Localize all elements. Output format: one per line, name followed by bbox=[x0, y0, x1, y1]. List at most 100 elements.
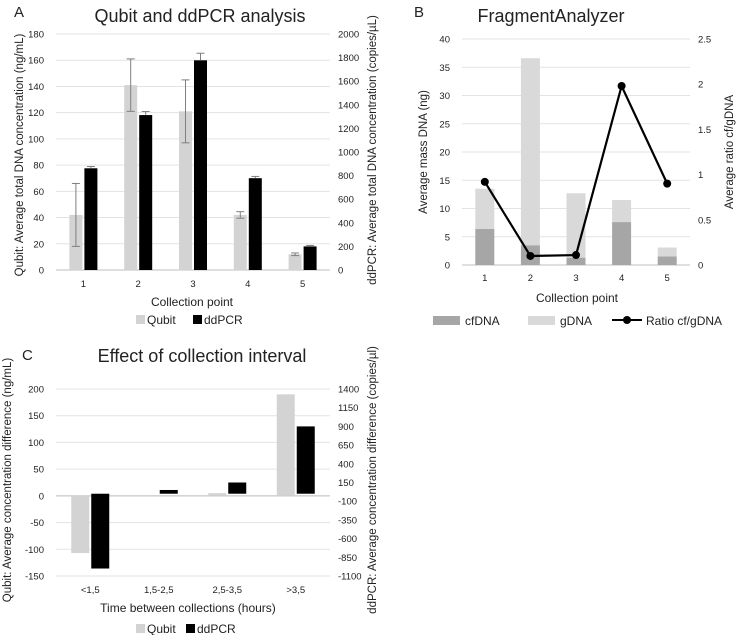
panel-c-y-tick-label: -50 bbox=[30, 518, 44, 529]
panel-b-cfdna-bar bbox=[612, 222, 632, 265]
panel-b-x-tick-label: 5 bbox=[665, 273, 670, 284]
panel-b-y-tick-label: 40 bbox=[439, 35, 450, 46]
panel-c-y-tick-label: -100 bbox=[25, 545, 44, 556]
panel-a-y2-tick-label: 200 bbox=[338, 242, 354, 253]
panel-a-ddpcr-bar bbox=[303, 246, 317, 270]
panel-c-ddpcr-bar bbox=[296, 426, 315, 494]
panel-a-y-label: Qubit: Average total DNA concentration (… bbox=[14, 33, 26, 276]
panel-b-y-tick-label: 5 bbox=[445, 232, 450, 243]
panel-b-x-tick-label: 1 bbox=[482, 273, 487, 284]
panel-a-y-tick-label: 60 bbox=[33, 187, 44, 198]
panel-b-y-tick-label: 35 bbox=[439, 63, 450, 74]
panel-a-qubit-bar bbox=[124, 85, 138, 270]
legend-b-gdna-swatch bbox=[528, 316, 555, 325]
panel-b-gdna-bar bbox=[612, 200, 632, 223]
panel-a-y2-tick-label: 1800 bbox=[338, 53, 359, 64]
panel-c-y2-tick-label: 900 bbox=[338, 422, 354, 433]
legend-a-qubit-label: Qubit bbox=[147, 313, 176, 327]
panel-b-y2-tick-label: 1.5 bbox=[698, 125, 711, 136]
panel-c-y-tick-label: 200 bbox=[28, 385, 44, 396]
panel-c-x-tick-label: >3,5 bbox=[286, 585, 305, 596]
panel-a-y-tick-label: 80 bbox=[33, 161, 44, 172]
panel-c-qubit-bar bbox=[208, 493, 227, 496]
panel-a-y2-tick-label: 1400 bbox=[338, 100, 359, 111]
panel-a-letter: A bbox=[14, 4, 24, 21]
panel-a-y2-tick-label: 1600 bbox=[338, 77, 359, 88]
panel-c-ddpcr-bar bbox=[159, 489, 178, 494]
legend-a-qubit-swatch bbox=[136, 315, 145, 324]
panel-c-y2-tick-label: 400 bbox=[338, 459, 354, 470]
panel-b-x-tick-label: 3 bbox=[573, 273, 578, 284]
panel-a-y2-tick-label: 2000 bbox=[338, 30, 359, 41]
panel-c-x-tick-label: 2,5-3,5 bbox=[212, 585, 242, 596]
panel-a-x-tick-label: 4 bbox=[245, 279, 250, 290]
panel-b-y-label: Average mass DNA (ng) bbox=[418, 90, 430, 214]
legend-c-qubit-swatch bbox=[136, 624, 145, 633]
panel-c-y2-tick-label: 1400 bbox=[338, 385, 359, 396]
panel-c-x-label: Time between collections (hours) bbox=[100, 601, 276, 615]
panel-b-y2-tick-label: 0 bbox=[698, 261, 703, 272]
panel-c-title: Effect of collection interval bbox=[98, 346, 307, 366]
panel-c-x-tick-label: 1,5-2,5 bbox=[144, 585, 174, 596]
panel-a-y-tick-label: 20 bbox=[33, 239, 44, 250]
panel-c-y-tick-label: 50 bbox=[33, 465, 44, 476]
panel-c-y2-tick-label: 150 bbox=[338, 478, 354, 489]
panel-a-ddpcr-bar bbox=[139, 115, 153, 270]
panel-b-x-tick-label: 4 bbox=[619, 273, 624, 284]
panel-a-y2-tick-label: 800 bbox=[338, 171, 354, 182]
panel-a-y-tick-label: 140 bbox=[28, 82, 44, 93]
legend-c-qubit-label: Qubit bbox=[147, 622, 176, 635]
legend-a-ddpcr-label: ddPCR bbox=[204, 313, 243, 327]
panel-b-cfdna-bar bbox=[657, 256, 677, 265]
panel-b-ratio-point bbox=[526, 251, 535, 260]
panel-c-y-tick-label: 150 bbox=[28, 411, 44, 422]
panel-a-y2-tick-label: 600 bbox=[338, 195, 354, 206]
panel-c-y2-tick-label: -600 bbox=[338, 534, 357, 545]
panel-c-y2-tick-label: 650 bbox=[338, 441, 354, 452]
legend-a-ddpcr-swatch bbox=[193, 315, 202, 324]
panel-c-y2-tick-label: 1150 bbox=[338, 403, 358, 414]
panel-a-y-tick-label: 120 bbox=[28, 108, 44, 119]
panel-a-y2-label-line1: ddPCR: Average total DNA concentration (… bbox=[367, 15, 379, 285]
panel-c-x-tick-label: <1,5 bbox=[81, 585, 100, 596]
panel-a-x-tick-label: 5 bbox=[300, 279, 305, 290]
panel-a-title: Qubit and ddPCR analysis bbox=[94, 6, 305, 26]
panel-c-letter: C bbox=[22, 347, 33, 364]
panel-b-ratio-point bbox=[663, 179, 672, 188]
panel-c-y2-tick-label: -850 bbox=[338, 553, 357, 564]
panel-c-y2-label: ddPCR: Average concentration difference … bbox=[367, 346, 379, 614]
panel-b-gdna-bar bbox=[475, 188, 495, 229]
panel-a-x-tick-label: 3 bbox=[190, 279, 195, 290]
panel-b-ratio-point bbox=[480, 177, 489, 186]
panel-c-y2-tick-label: -350 bbox=[338, 515, 357, 526]
panel-b-y-tick-label: 15 bbox=[439, 176, 450, 187]
panel-c-qubit-bar bbox=[276, 394, 295, 496]
panel-a-ddpcr-bar bbox=[84, 168, 98, 270]
panel-c-ddpcr-bar bbox=[228, 482, 247, 494]
panel-a-x-label: Collection point bbox=[151, 295, 234, 309]
panel-b-y2-tick-label: 2.5 bbox=[698, 35, 711, 46]
panel-a-y-tick-label: 180 bbox=[28, 30, 44, 41]
panel-c-qubit-bar bbox=[71, 495, 90, 554]
panel-a-y2-tick-label: 1200 bbox=[338, 124, 359, 135]
panel-c-y2-tick-label: -1100 bbox=[338, 572, 362, 583]
panel-b-y2-tick-label: 0.5 bbox=[698, 215, 711, 226]
panel-a-x-tick-label: 1 bbox=[81, 279, 86, 290]
panel-b-gdna-bar bbox=[657, 247, 677, 257]
panel-c-y2-tick-label: -100 bbox=[338, 497, 357, 508]
panel-b-y-tick-label: 25 bbox=[439, 119, 450, 130]
panel-c-y-tick-label: -150 bbox=[25, 572, 44, 583]
legend-b-ratio-label: Ratio cf/gDNA bbox=[646, 314, 722, 328]
panel-a-qubit-bar bbox=[179, 111, 192, 270]
panel-b-y2-tick-label: 2 bbox=[698, 80, 703, 91]
panel-b-gdna-bar bbox=[520, 58, 540, 246]
panel-b-x-label: Collection point bbox=[536, 291, 619, 305]
panel-b-ratio-point bbox=[617, 82, 626, 91]
legend-c-ddpcr-label: ddPCR bbox=[197, 622, 236, 635]
panel-c-ddpcr-bar bbox=[91, 493, 110, 569]
panel-b-cfdna-bar bbox=[566, 257, 586, 265]
panel-a-y-tick-label: 0 bbox=[39, 266, 44, 277]
panel-b-y-tick-label: 20 bbox=[439, 148, 450, 159]
panel-a-qubit-bar bbox=[233, 214, 247, 270]
legend-b-ratio-marker bbox=[623, 316, 631, 324]
